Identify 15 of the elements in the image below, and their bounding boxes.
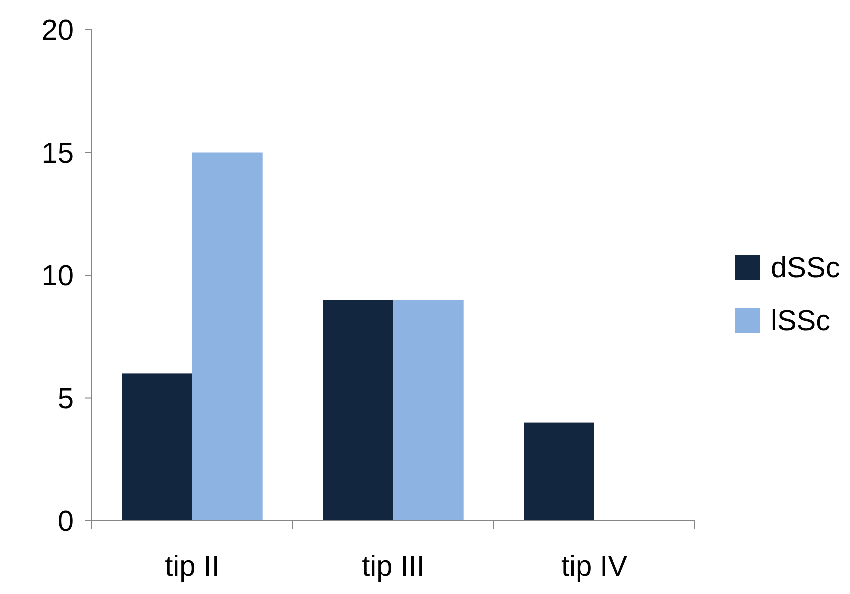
x-tick-label: tip III xyxy=(362,551,425,583)
y-tick-label: 15 xyxy=(42,138,74,170)
x-tick-label: tip II xyxy=(165,551,220,583)
bar xyxy=(394,300,464,521)
bar xyxy=(524,422,594,521)
x-tick-label: tip IV xyxy=(561,551,628,583)
bar xyxy=(323,300,394,521)
y-tick-label: 5 xyxy=(58,383,74,416)
y-tick-label: 10 xyxy=(42,260,74,293)
legend-label: lSSc xyxy=(771,306,831,338)
bar xyxy=(192,152,263,521)
legend-label: dSSc xyxy=(771,252,840,285)
bar xyxy=(122,374,192,521)
y-tick-label: 20 xyxy=(42,15,74,48)
y-tick-label: 0 xyxy=(58,506,74,538)
